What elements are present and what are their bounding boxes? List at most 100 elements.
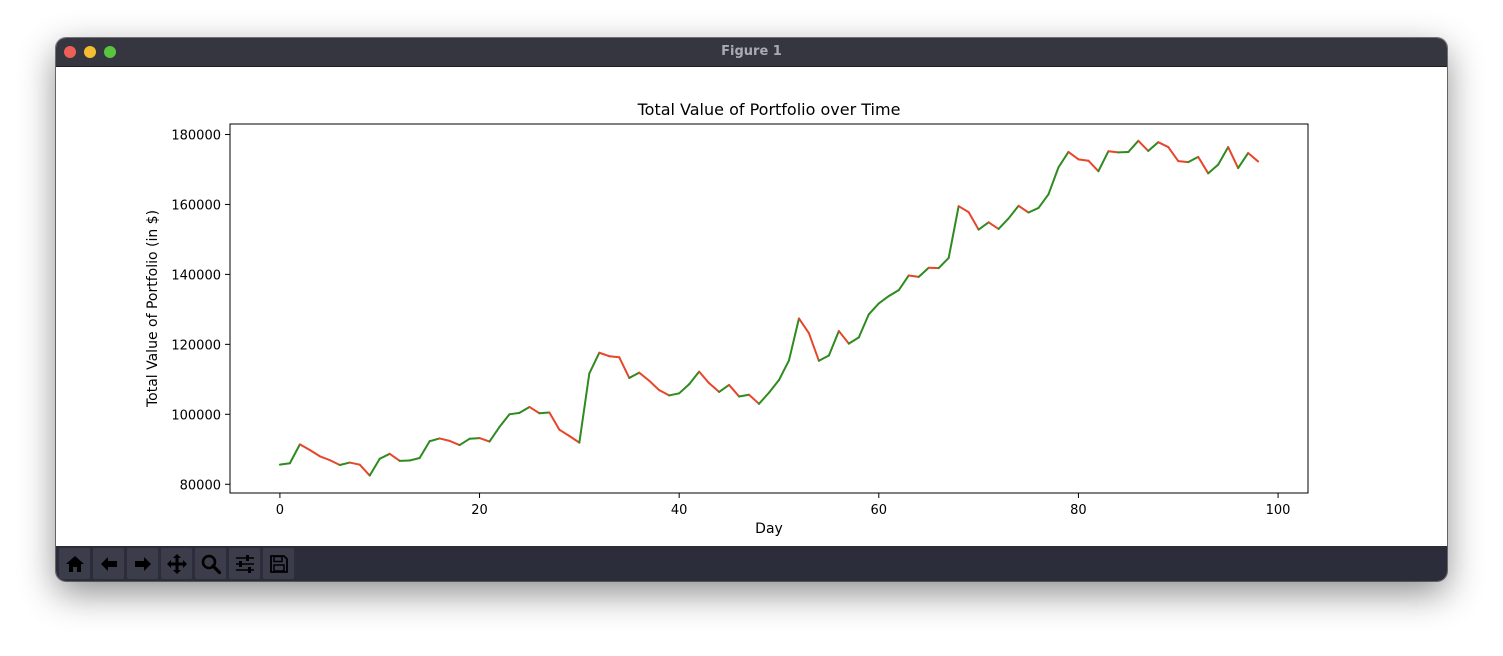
line-segment-down: [1157, 141, 1170, 149]
line-segment-down: [748, 393, 761, 405]
line-segment-down: [987, 221, 1000, 230]
home-button[interactable]: [59, 548, 90, 579]
x-tick-label: 80: [1070, 503, 1087, 518]
line-segment-up: [1217, 146, 1230, 166]
line-segment-up: [378, 452, 391, 460]
line-segment-up: [738, 393, 751, 398]
line-segment-down: [568, 434, 581, 444]
line-segment-down: [698, 370, 711, 385]
line-segment-up: [867, 302, 880, 316]
x-tick-label: 100: [1266, 503, 1291, 518]
back-button[interactable]: [93, 548, 124, 579]
line-segment-down: [298, 443, 311, 451]
line-segment-down: [957, 205, 970, 214]
line-segment-down: [1247, 152, 1260, 163]
figure-canvas[interactable]: Total Value of Portfolio over Time 0 20 40 6…: [56, 67, 1447, 546]
line-segment-down: [528, 405, 541, 415]
line-segment-up: [1097, 150, 1110, 173]
line-segment-up: [1037, 193, 1050, 209]
line-segment-down: [478, 437, 491, 443]
navigation-toolbar: [56, 546, 1447, 581]
line-segment-up: [518, 405, 531, 414]
line-segment-up: [1187, 155, 1200, 164]
line-segment-down: [1107, 150, 1120, 154]
x-tick-label: 20: [471, 503, 488, 518]
minimize-window-button[interactable]: [84, 46, 96, 58]
line-segment-down: [448, 439, 461, 447]
line-segment-up: [1237, 152, 1250, 170]
line-segment-down: [1077, 158, 1090, 162]
line-segment-up: [1147, 141, 1160, 152]
line-segment-up: [857, 313, 870, 339]
line-segment-up: [827, 330, 840, 357]
line-segment-up: [588, 351, 601, 375]
line-segment-up: [428, 437, 441, 443]
floppy-disk-icon: [269, 554, 288, 573]
line-segment-down: [358, 463, 371, 477]
line-segment-up: [338, 461, 351, 467]
line-segment-down: [837, 330, 850, 345]
line-segment-up: [1027, 206, 1040, 214]
home-icon: [65, 555, 84, 572]
line-segment-down: [807, 332, 820, 362]
line-segment-down: [1197, 155, 1210, 175]
line-segment-down: [308, 448, 321, 458]
line-segment-up: [1057, 150, 1070, 169]
line-segment-up: [718, 383, 731, 393]
line-segment-up: [508, 411, 521, 416]
line-segment-down: [548, 411, 561, 431]
line-segment-up: [777, 359, 790, 382]
line-segment-up: [847, 336, 860, 345]
y-tick-label: 120000: [171, 338, 221, 353]
chart-title: Total Value of Portfolio over Time: [637, 100, 901, 119]
line-segment-down: [1177, 160, 1190, 164]
line-segment-up: [1127, 139, 1140, 153]
line-segment-down: [907, 274, 920, 278]
line-segment-down: [388, 452, 401, 462]
close-window-button[interactable]: [64, 46, 76, 58]
pan-button[interactable]: [161, 548, 192, 579]
line-segment-down: [618, 356, 631, 379]
line-segment-down: [438, 437, 451, 442]
line-segment-up: [278, 462, 291, 466]
line-segment-up: [1207, 163, 1220, 175]
line-chart: Total Value of Portfolio over Time 0 20 40 6…: [145, 100, 1309, 537]
line-segment-up: [887, 289, 900, 298]
y-tick-label: 140000: [171, 268, 221, 283]
x-tick-label: 60: [871, 503, 888, 518]
y-tick-label: 100000: [171, 408, 221, 423]
maximize-window-button[interactable]: [104, 46, 116, 58]
zoom-button[interactable]: [195, 548, 226, 579]
forward-button[interactable]: [127, 548, 158, 579]
configure-subplots-button[interactable]: [229, 548, 260, 579]
line-segment-up: [468, 437, 481, 440]
line-segment-up: [897, 274, 910, 292]
y-tick-label: 180000: [171, 128, 221, 143]
line-segment-down: [1137, 139, 1150, 152]
line-segment-down: [598, 351, 611, 358]
line-segment-up: [458, 437, 471, 447]
y-tick-label: 160000: [171, 198, 221, 213]
title-bar[interactable]: Figure 1: [56, 38, 1447, 67]
line-segment-up: [578, 372, 591, 444]
line-segment-up: [628, 371, 641, 379]
line-segment-down: [1167, 146, 1180, 163]
line-segment-up: [937, 256, 950, 270]
x-tick-label: 0: [276, 503, 284, 518]
sliders-icon: [235, 554, 254, 573]
line-segment-down: [1087, 159, 1100, 173]
line-segment-up: [997, 217, 1010, 230]
line-segment-down: [318, 455, 331, 462]
line-segment-up: [1007, 204, 1020, 220]
line-segment-up: [288, 443, 301, 465]
line-segment-up: [977, 221, 990, 231]
save-button[interactable]: [263, 548, 294, 579]
line-segment-down: [608, 355, 621, 359]
line-segment-down: [1067, 150, 1080, 161]
line-segment-up: [408, 457, 421, 462]
line-segment-down: [328, 459, 341, 467]
line-segment-up: [758, 391, 770, 405]
line-segment-up: [668, 392, 681, 397]
line-segment-up: [488, 425, 501, 443]
line-segment-down: [558, 428, 571, 437]
